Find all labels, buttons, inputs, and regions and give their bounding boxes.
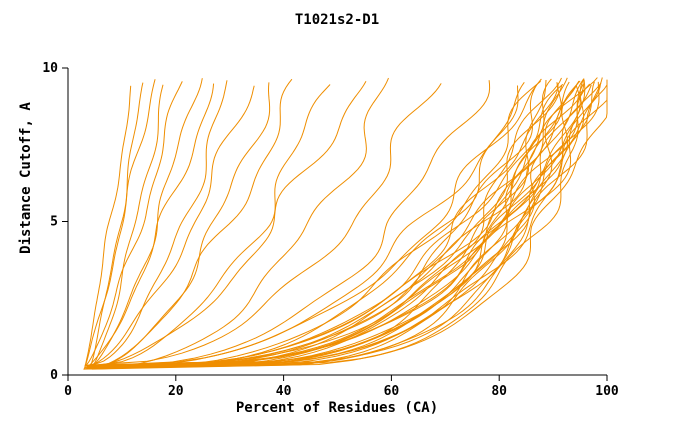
curve-model-02 — [89, 82, 144, 367]
x-tick-label: 80 — [491, 384, 507, 399]
curve-model-16 — [92, 80, 491, 367]
y-tick-label: 5 — [50, 215, 58, 230]
curve-model-19 — [90, 78, 542, 367]
curve-model-04 — [90, 84, 164, 370]
curve-model-43 — [88, 78, 585, 366]
curve-model-46 — [91, 77, 603, 370]
curve-model-40 — [91, 79, 586, 367]
curve-model-08 — [92, 80, 228, 366]
x-tick-label: 20 — [168, 384, 184, 399]
curve-model-34 — [92, 81, 570, 368]
curve-model-50 — [86, 81, 595, 366]
curve-model-21 — [92, 80, 542, 369]
curve-model-11 — [88, 78, 293, 370]
y-tick-label: 0 — [50, 368, 58, 383]
x-tick-label: 40 — [276, 384, 292, 399]
curve-model-47 — [89, 82, 602, 367]
curve-model-44 — [95, 83, 591, 368]
curve-model-39 — [83, 82, 602, 370]
curve-model-10 — [92, 82, 271, 369]
curve-model-48 — [93, 79, 608, 368]
curve-model-13 — [86, 81, 367, 368]
curve-model-05 — [85, 81, 183, 367]
curve-model-17 — [89, 85, 519, 369]
curve-model-45 — [87, 80, 608, 369]
data-curves — [83, 77, 608, 370]
curve-model-23 — [88, 83, 559, 367]
curve-model-15 — [89, 83, 442, 366]
chart-title: T1021s2-D1 — [295, 12, 379, 28]
curve-model-09 — [86, 85, 255, 367]
curve-model-49 — [87, 85, 608, 369]
tick-labels: 0 20 40 60 80 100 0 5 10 — [42, 61, 619, 399]
curve-model-12 — [93, 84, 331, 367]
curve-model-14 — [93, 77, 389, 369]
curve-model-07 — [84, 83, 215, 369]
y-axis-label: Distance Cutoff, A — [18, 102, 34, 254]
curve-model-01 — [83, 85, 132, 370]
x-tick-label: 0 — [64, 384, 72, 399]
x-tick-label: 100 — [595, 384, 619, 399]
curve-model-38 — [91, 77, 598, 369]
x-tick-label: 60 — [384, 384, 400, 399]
y-tick-label: 10 — [42, 61, 58, 76]
x-axis-label: Percent of Residues (CA) — [236, 400, 438, 416]
curve-model-03 — [84, 79, 156, 368]
